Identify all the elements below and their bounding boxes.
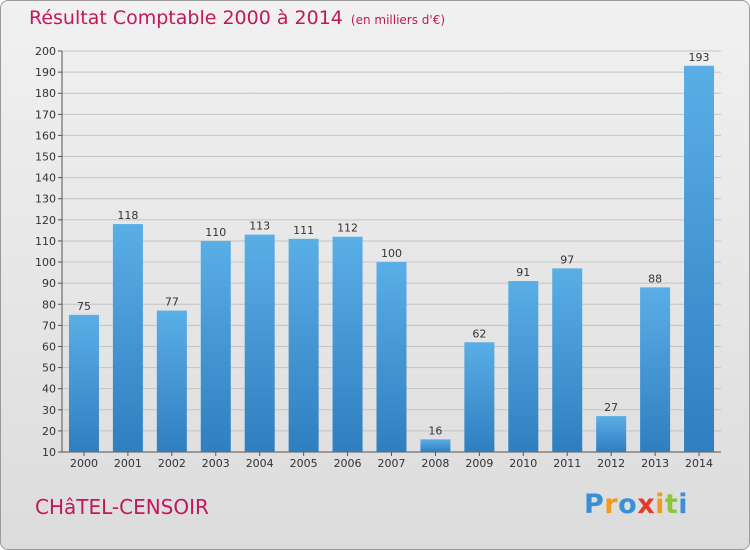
x-tick-label-2009: 2009 (465, 457, 493, 470)
x-tick-label-2012: 2012 (597, 457, 625, 470)
logo-letter: i (655, 489, 665, 520)
data-label-2005: 111 (293, 224, 314, 237)
bar-2011 (552, 268, 583, 452)
x-tick-label-2013: 2013 (641, 457, 669, 470)
y-tick-label-200: 200 (35, 45, 56, 58)
y-tick-label-80: 80 (42, 298, 56, 311)
bar-2004 (244, 234, 275, 452)
bar-2009 (464, 342, 495, 452)
x-tick-label-2002: 2002 (158, 457, 186, 470)
x-tick-label-2010: 2010 (509, 457, 537, 470)
data-label-2002: 77 (165, 296, 179, 309)
y-tick-label-20: 20 (42, 425, 56, 438)
data-label-2006: 112 (337, 222, 358, 235)
x-tick-label-2007: 2007 (378, 457, 406, 470)
x-tick-label-2001: 2001 (114, 457, 142, 470)
x-tick-label-2006: 2006 (334, 457, 362, 470)
bar-2008 (420, 439, 451, 452)
logo-letter: o (618, 489, 638, 520)
bar-2012 (596, 416, 627, 452)
y-tick-label-130: 130 (35, 193, 56, 206)
data-label-2012: 27 (604, 401, 618, 414)
data-label-2008: 16 (428, 424, 442, 437)
chart-title-text: Résultat Comptable 2000 à 2014 (29, 7, 343, 29)
y-tick-label-160: 160 (35, 129, 56, 142)
x-tick-label-2008: 2008 (421, 457, 449, 470)
bars (68, 65, 715, 452)
y-tick-label-140: 140 (35, 172, 56, 185)
x-tick-label-2011: 2011 (553, 457, 581, 470)
axes: 10 20 30 40 50 60 70 80 90 100 110 120 130 140 150 160 1… (35, 45, 721, 470)
y-tick-label-60: 60 (42, 340, 56, 353)
data-label-2003: 110 (205, 226, 226, 239)
bar-2013 (640, 287, 671, 452)
y-tick-label-70: 70 (42, 319, 56, 332)
y-tick-label-100: 100 (35, 256, 56, 269)
bar-2006 (332, 236, 363, 452)
y-tick-label-120: 120 (35, 214, 56, 227)
y-tick-label-190: 190 (35, 66, 56, 79)
chart-unit: (en milliers d'€) (350, 13, 446, 27)
bar-2002 (156, 310, 187, 452)
logo-letter: i (678, 489, 689, 520)
data-label-2014: 193 (689, 51, 710, 64)
y-tick-label-170: 170 (35, 108, 56, 121)
data-label-2010: 91 (516, 266, 530, 279)
bar-2007 (376, 262, 407, 452)
y-tick-label-40: 40 (42, 383, 56, 396)
data-label-2007: 100 (381, 247, 402, 260)
bar-2001 (112, 224, 143, 452)
y-tick-label-90: 90 (42, 277, 56, 290)
logo-letter: r (604, 489, 619, 520)
proxiti-logo[interactable]: Proxiti (584, 489, 688, 520)
y-tick-label-180: 180 (35, 87, 56, 100)
y-tick-label-10: 10 (42, 446, 56, 459)
data-label-2011: 97 (560, 253, 574, 266)
x-tick-label-2003: 2003 (202, 457, 230, 470)
x-tick-label-2004: 2004 (246, 457, 274, 470)
logo-letter: x (637, 489, 656, 520)
y-tick-label-110: 110 (35, 235, 56, 248)
logo-letter: t (664, 489, 679, 520)
bar-2003 (200, 240, 231, 452)
commune-name: CHâTEL-CENSOIR (35, 495, 209, 519)
data-label-2001: 118 (117, 209, 138, 222)
bar-2010 (508, 281, 539, 452)
y-tick-label-50: 50 (42, 362, 56, 375)
bar-2000 (68, 314, 99, 452)
data-label-2013: 88 (648, 272, 662, 285)
x-tick-label-2005: 2005 (290, 457, 318, 470)
data-label-2009: 62 (472, 327, 486, 340)
data-labels: 75 118 77 110 113 111 112 100 16 62 91 97 27 88 193 (77, 51, 710, 438)
chart-title: Résultat Comptable 2000 à 2014 (en millie… (29, 7, 445, 29)
y-tick-label-30: 30 (42, 404, 56, 417)
y-tick-label-150: 150 (35, 151, 56, 164)
x-tick-label-2014: 2014 (685, 457, 713, 470)
bar-2005 (288, 238, 319, 452)
x-tick-label-2000: 2000 (70, 457, 98, 470)
data-label-2004: 113 (249, 220, 270, 233)
logo-letter: P (584, 489, 605, 520)
data-label-2000: 75 (77, 300, 91, 313)
bar-2014 (684, 65, 715, 452)
